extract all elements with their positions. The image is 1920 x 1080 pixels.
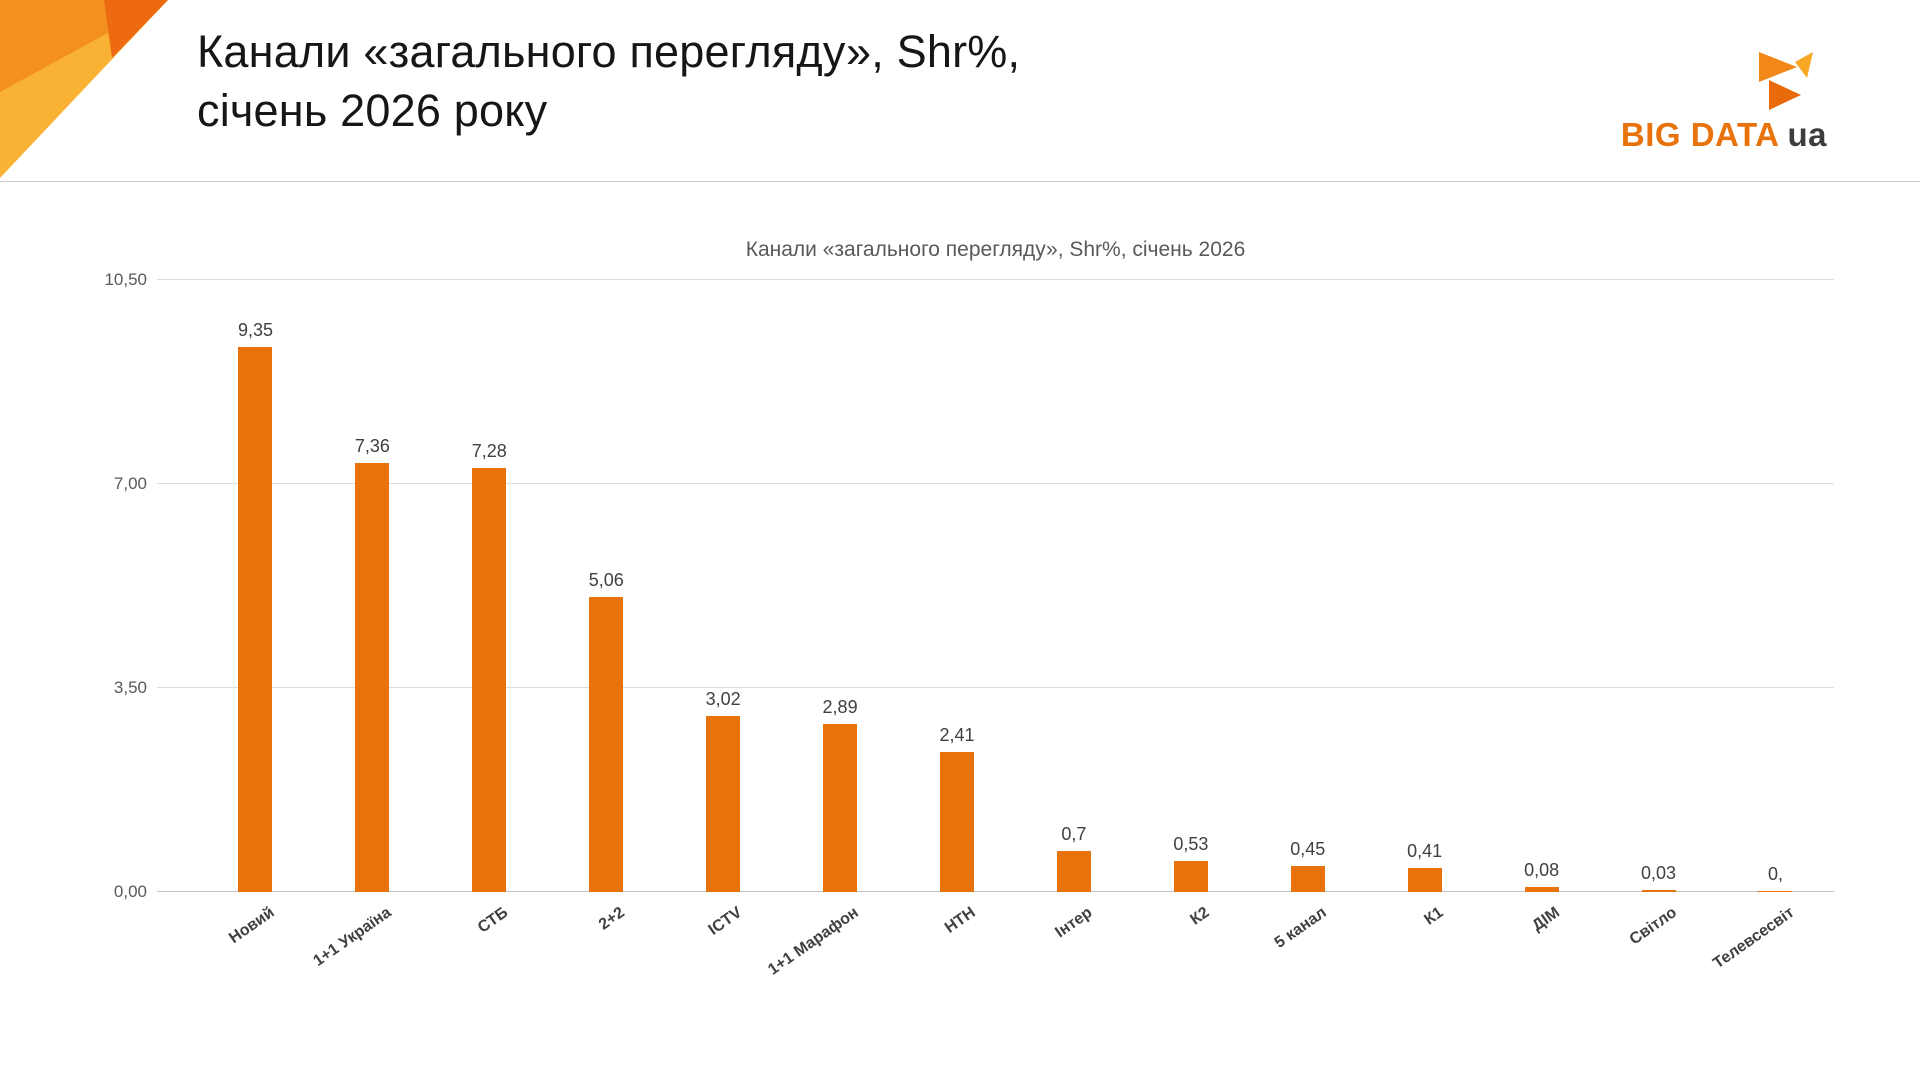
bar-value-label: 2,41 [939,724,975,745]
bar-slot: 0,03 Світло [1600,280,1717,948]
bar-slot: 0,08 ДІМ [1483,280,1600,934]
bar-slot: 2,41 НТН [899,280,1016,937]
bar-slot: 5,06 2+2 [548,280,665,933]
bar-value-label: 0,45 [1290,838,1326,859]
y-tick-label: 0,00 [113,882,147,901]
logo-brand: BIG DATA [1620,116,1780,153]
bar-value-label: 0,7 [1061,824,1087,845]
bar-value-label: 0,53 [1173,834,1209,855]
y-tick-label: 10,50 [104,270,147,289]
bar-stack: 0,53 [1132,280,1249,892]
bar-category-label: 2+2 [596,904,628,934]
bar [1056,851,1091,892]
bar-category-label: 5 канал [1271,904,1330,952]
bar-category-label: К1 [1421,904,1447,929]
bar-value-label: 0,08 [1524,860,1560,881]
bar-category-label: Новий [225,904,278,948]
bar-value-label: 3,02 [705,688,741,709]
y-tick-label: 3,50 [113,678,147,697]
gridline [157,687,1834,688]
gridline [157,891,1834,892]
bar-stack: 0,08 [1483,280,1600,892]
bar [1407,868,1442,892]
bar [823,723,858,892]
bar-slot: 7,28 СТБ [431,280,548,937]
bar-stack: 0, [1717,280,1834,892]
bars-row: 9,35 Новий 7,36 1+1 Україна 7,28 СТБ 5,06 2+2 3,… [197,280,1834,979]
page-title-line2: січень 2026 року [197,85,548,136]
bar-category-label: Світло [1626,904,1681,949]
bar [589,597,624,892]
y-axis: 10,50 7,00 3,50 0,00 [0,270,147,901]
bar-category-label: Телевсесвіт [1709,904,1798,973]
bar-slot: 0,53 К2 [1132,280,1249,929]
bar-stack: 5,06 [548,280,665,892]
bar-stack: 0,03 [1600,280,1717,892]
corner-triangle-dark [104,0,168,58]
bar-value-label: 2,89 [822,696,858,717]
bar-slot: 0,7 Інтер [1015,280,1132,941]
page-title-line1: Канали «загального перегляду», Shr%, [197,26,1021,77]
bar [472,467,507,892]
bar [1641,890,1676,892]
bar-stack: 9,35 [197,280,314,892]
gridlines [157,279,1834,892]
bar-category-label: К2 [1187,904,1213,929]
bar [939,751,974,892]
bar-stack: 2,89 [782,280,899,892]
bar-slot: 9,35 Новий [197,280,314,947]
bar-slot: 0,45 5 канал [1249,280,1366,952]
bar-stack: 3,02 [665,280,782,892]
plot-area: 9,35 Новий 7,36 1+1 Україна 7,28 СТБ 5,06 2+2 3,… [157,279,1834,979]
gridline [157,483,1834,484]
bar-value-label: 0, [1767,864,1783,885]
bigdata-logo-text: BIG DATA ua [1621,116,1827,154]
bar-stack: 2,41 [899,280,1016,892]
bar-category-label: НТН [942,904,979,937]
bar-value-label: 0,41 [1407,841,1443,862]
bar-stack: 0,41 [1366,280,1483,892]
bigdata-logo-icon [1759,52,1813,110]
bar-stack: 0,7 [1015,280,1132,892]
bar-category-label: 1+1 Україна [310,904,395,970]
bar-slot: 3,02 ICTV [665,280,782,939]
bar-category-label: 1+1 Марафон [765,904,862,979]
bar-value-label: 7,36 [354,436,390,457]
chart-title: Канали «загального перегляду», Shr%, січ… [745,238,1246,261]
bar [706,715,741,892]
y-tick-label: 7,00 [113,474,147,493]
bigdata-logo: BIG DATA ua [1621,52,1827,154]
bar [238,347,273,892]
bar-category-label: Інтер [1052,904,1096,942]
bar-value-label: 0,03 [1641,863,1677,884]
bar-category-label: ICTV [705,904,745,939]
bar-slot: 2,89 1+1 Марафон [765,280,899,979]
header: Канали «загального перегляду», Shr%, січ… [0,0,1920,182]
bar-value-label: 9,35 [237,320,273,341]
bar-stack: 0,45 [1249,280,1366,892]
bar-stack: 7,36 [314,280,431,892]
bar-category-label: ДІМ [1529,904,1564,935]
bar-value-label: 7,28 [471,440,507,461]
bar [1524,887,1559,892]
bar-slot: 0,41 К1 [1366,280,1483,929]
bar-slot: 0, Телевсесвіт [1710,280,1834,972]
bar [1173,861,1208,892]
gridline [157,279,1834,280]
corner-triangle-decoration [0,0,168,178]
bar [1758,891,1793,892]
bar-category-label: СТБ [474,904,512,937]
bar [1290,865,1325,892]
bar-stack: 7,28 [431,280,548,892]
bar-value-label: 5,06 [588,570,624,591]
bar-slot: 7,36 1+1 Україна [310,280,431,970]
bar [355,463,390,892]
logo-suffix: ua [1787,116,1827,153]
page-title: Канали «загального перегляду», Shr%, січ… [197,22,1020,140]
